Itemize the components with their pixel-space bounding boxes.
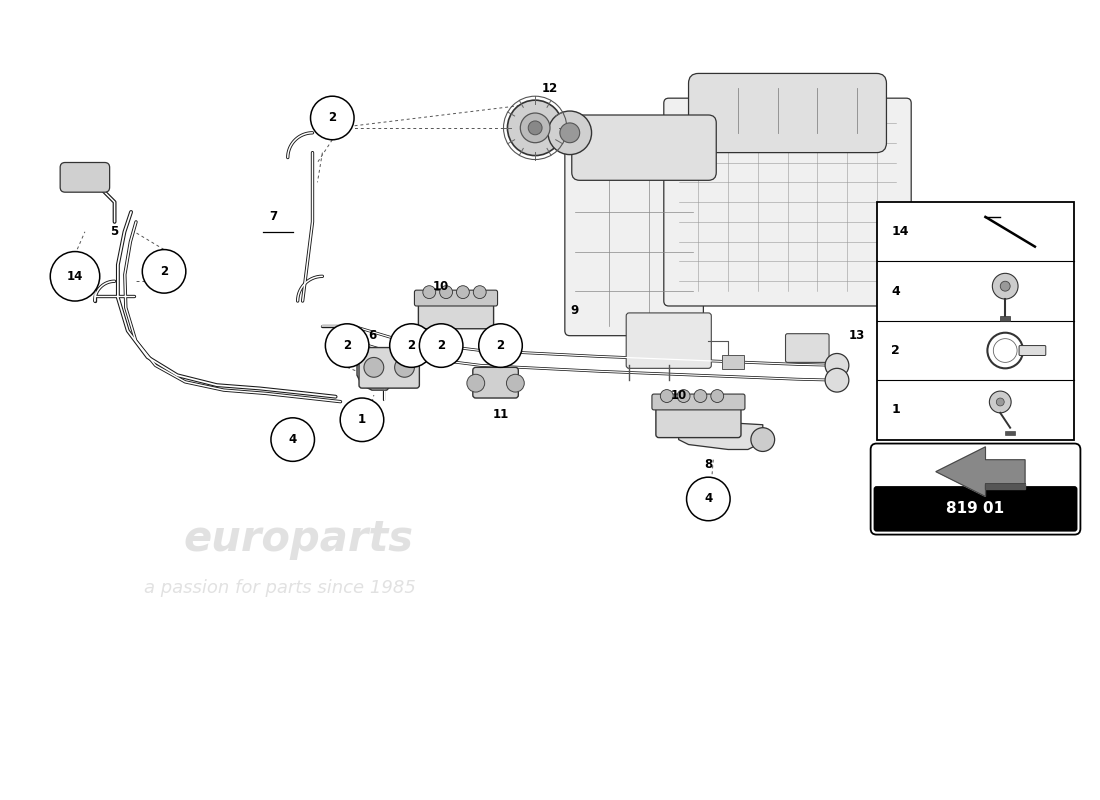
Circle shape	[1000, 282, 1010, 291]
Text: 1: 1	[891, 403, 900, 416]
Text: 14: 14	[67, 270, 84, 283]
Text: 7: 7	[268, 210, 277, 223]
FancyBboxPatch shape	[652, 394, 745, 410]
Text: 10: 10	[671, 389, 686, 402]
Circle shape	[825, 368, 849, 392]
Circle shape	[520, 113, 550, 142]
FancyBboxPatch shape	[626, 313, 712, 368]
Circle shape	[466, 374, 485, 392]
Circle shape	[340, 398, 384, 442]
Circle shape	[751, 428, 774, 451]
Text: 2: 2	[891, 344, 900, 357]
Circle shape	[711, 390, 724, 402]
Text: 2: 2	[343, 339, 351, 352]
Text: 2: 2	[407, 339, 416, 352]
Text: 2: 2	[160, 265, 168, 278]
Text: 4: 4	[704, 493, 713, 506]
Circle shape	[326, 324, 368, 367]
FancyBboxPatch shape	[663, 98, 911, 306]
Circle shape	[478, 324, 522, 367]
FancyBboxPatch shape	[1005, 430, 1015, 434]
Circle shape	[419, 324, 463, 367]
FancyBboxPatch shape	[418, 293, 494, 329]
Circle shape	[825, 354, 849, 378]
Text: europarts: europarts	[184, 518, 414, 559]
Circle shape	[422, 286, 436, 298]
FancyBboxPatch shape	[1000, 316, 1010, 321]
Polygon shape	[986, 483, 1025, 490]
FancyBboxPatch shape	[689, 74, 887, 153]
Circle shape	[507, 100, 563, 155]
Text: 819 01: 819 01	[946, 502, 1004, 516]
Circle shape	[310, 96, 354, 140]
FancyBboxPatch shape	[656, 397, 741, 438]
Circle shape	[51, 251, 100, 301]
FancyBboxPatch shape	[359, 347, 419, 388]
FancyBboxPatch shape	[785, 334, 829, 362]
Polygon shape	[936, 447, 1025, 496]
Text: 2: 2	[328, 111, 337, 125]
Circle shape	[694, 390, 707, 402]
Polygon shape	[679, 420, 762, 450]
Circle shape	[506, 374, 525, 392]
Text: 12: 12	[542, 82, 558, 94]
Text: 11: 11	[493, 408, 508, 422]
Text: 6: 6	[367, 329, 376, 342]
Circle shape	[997, 398, 1004, 406]
Circle shape	[395, 358, 415, 378]
Circle shape	[686, 477, 730, 521]
FancyBboxPatch shape	[572, 115, 716, 180]
FancyBboxPatch shape	[473, 367, 518, 398]
Circle shape	[364, 358, 384, 378]
FancyBboxPatch shape	[564, 148, 703, 336]
Text: 2: 2	[437, 339, 446, 352]
Circle shape	[560, 123, 580, 142]
Circle shape	[678, 390, 690, 402]
FancyBboxPatch shape	[877, 202, 1075, 439]
Text: 9: 9	[571, 305, 579, 318]
Circle shape	[456, 286, 470, 298]
FancyBboxPatch shape	[873, 486, 1077, 532]
FancyBboxPatch shape	[1019, 346, 1046, 355]
Text: 5: 5	[110, 226, 119, 238]
Circle shape	[989, 391, 1011, 413]
FancyBboxPatch shape	[870, 443, 1080, 534]
Circle shape	[992, 274, 1019, 299]
Text: 13: 13	[848, 329, 865, 342]
Circle shape	[142, 250, 186, 293]
Text: a passion for parts since 1985: a passion for parts since 1985	[144, 579, 416, 597]
Circle shape	[389, 324, 433, 367]
FancyBboxPatch shape	[415, 290, 497, 306]
Circle shape	[548, 111, 592, 154]
Text: 4: 4	[891, 285, 900, 298]
Text: 2: 2	[496, 339, 505, 352]
Circle shape	[440, 286, 452, 298]
Polygon shape	[358, 350, 397, 390]
Circle shape	[473, 286, 486, 298]
Text: 1: 1	[358, 414, 366, 426]
Circle shape	[271, 418, 315, 462]
Text: 8: 8	[704, 458, 713, 471]
Text: 4: 4	[288, 433, 297, 446]
FancyBboxPatch shape	[60, 162, 110, 192]
Circle shape	[528, 121, 542, 134]
Text: 10: 10	[433, 280, 449, 293]
Text: 14: 14	[891, 226, 909, 238]
FancyBboxPatch shape	[723, 355, 744, 370]
Circle shape	[660, 390, 673, 402]
